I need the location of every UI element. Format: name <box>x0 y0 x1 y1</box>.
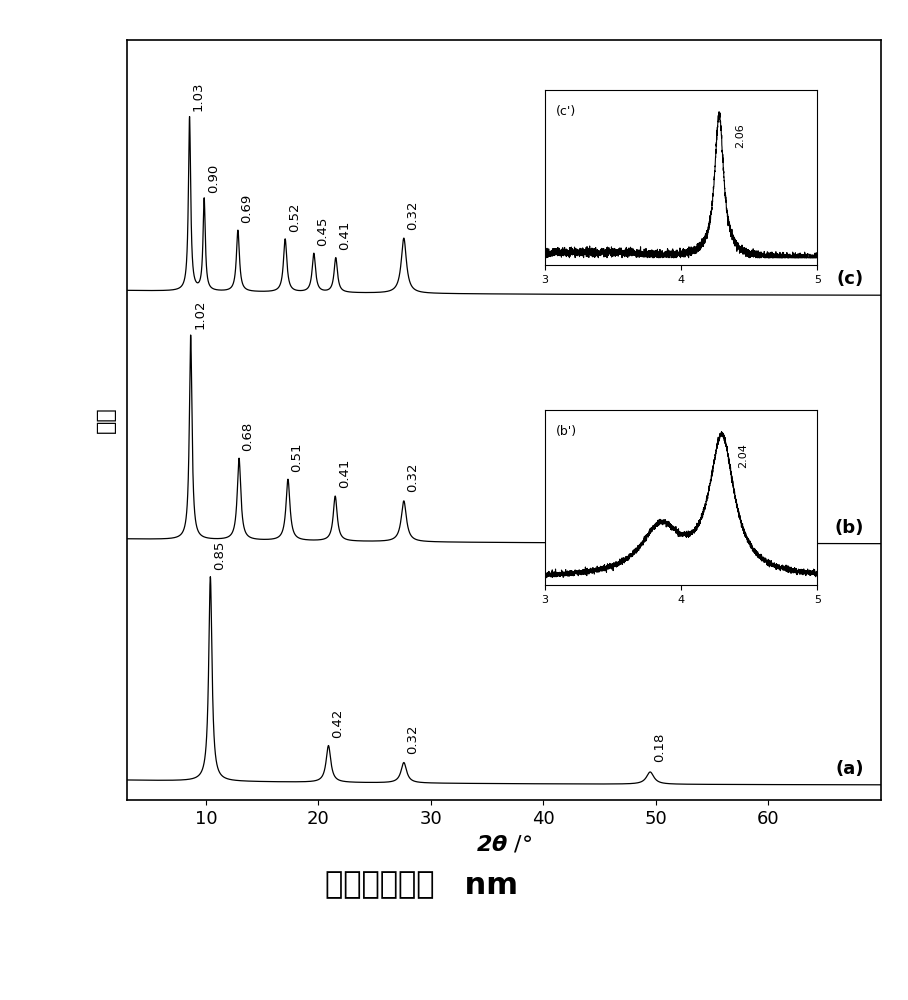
Text: nm: nm <box>454 870 518 900</box>
Text: (c): (c) <box>837 270 864 288</box>
Text: 0.45: 0.45 <box>316 217 330 246</box>
Text: 0.18: 0.18 <box>653 733 666 762</box>
Text: (b): (b) <box>834 519 864 537</box>
Text: 2.06: 2.06 <box>735 124 745 148</box>
Text: 0.42: 0.42 <box>331 708 344 738</box>
Text: 1.03: 1.03 <box>192 81 205 111</box>
Text: 0.51: 0.51 <box>291 442 303 472</box>
Text: 0.41: 0.41 <box>339 221 351 250</box>
Text: 0.69: 0.69 <box>241 194 253 223</box>
Text: 0.41: 0.41 <box>338 459 350 488</box>
Text: 0.85: 0.85 <box>212 540 226 570</box>
Text: (c'): (c') <box>556 105 576 118</box>
Text: 2.04: 2.04 <box>738 444 748 468</box>
Text: 0.32: 0.32 <box>406 463 419 492</box>
Y-axis label: 强度: 强度 <box>96 407 116 433</box>
Text: 0.32: 0.32 <box>406 200 419 230</box>
X-axis label: $\bfit{2\theta}$ /$\degree$: $\bfit{2\theta}$ /$\degree$ <box>476 833 532 854</box>
Text: 0.68: 0.68 <box>242 422 254 451</box>
Text: 0.32: 0.32 <box>406 724 419 754</box>
Text: (a): (a) <box>835 760 864 778</box>
Text: 1.02: 1.02 <box>193 299 206 329</box>
Text: 0.90: 0.90 <box>207 163 220 193</box>
Text: 0.52: 0.52 <box>288 202 301 232</box>
Text: 衍射峰单位：: 衍射峰单位： <box>325 870 454 900</box>
Text: (b'): (b') <box>556 425 577 438</box>
